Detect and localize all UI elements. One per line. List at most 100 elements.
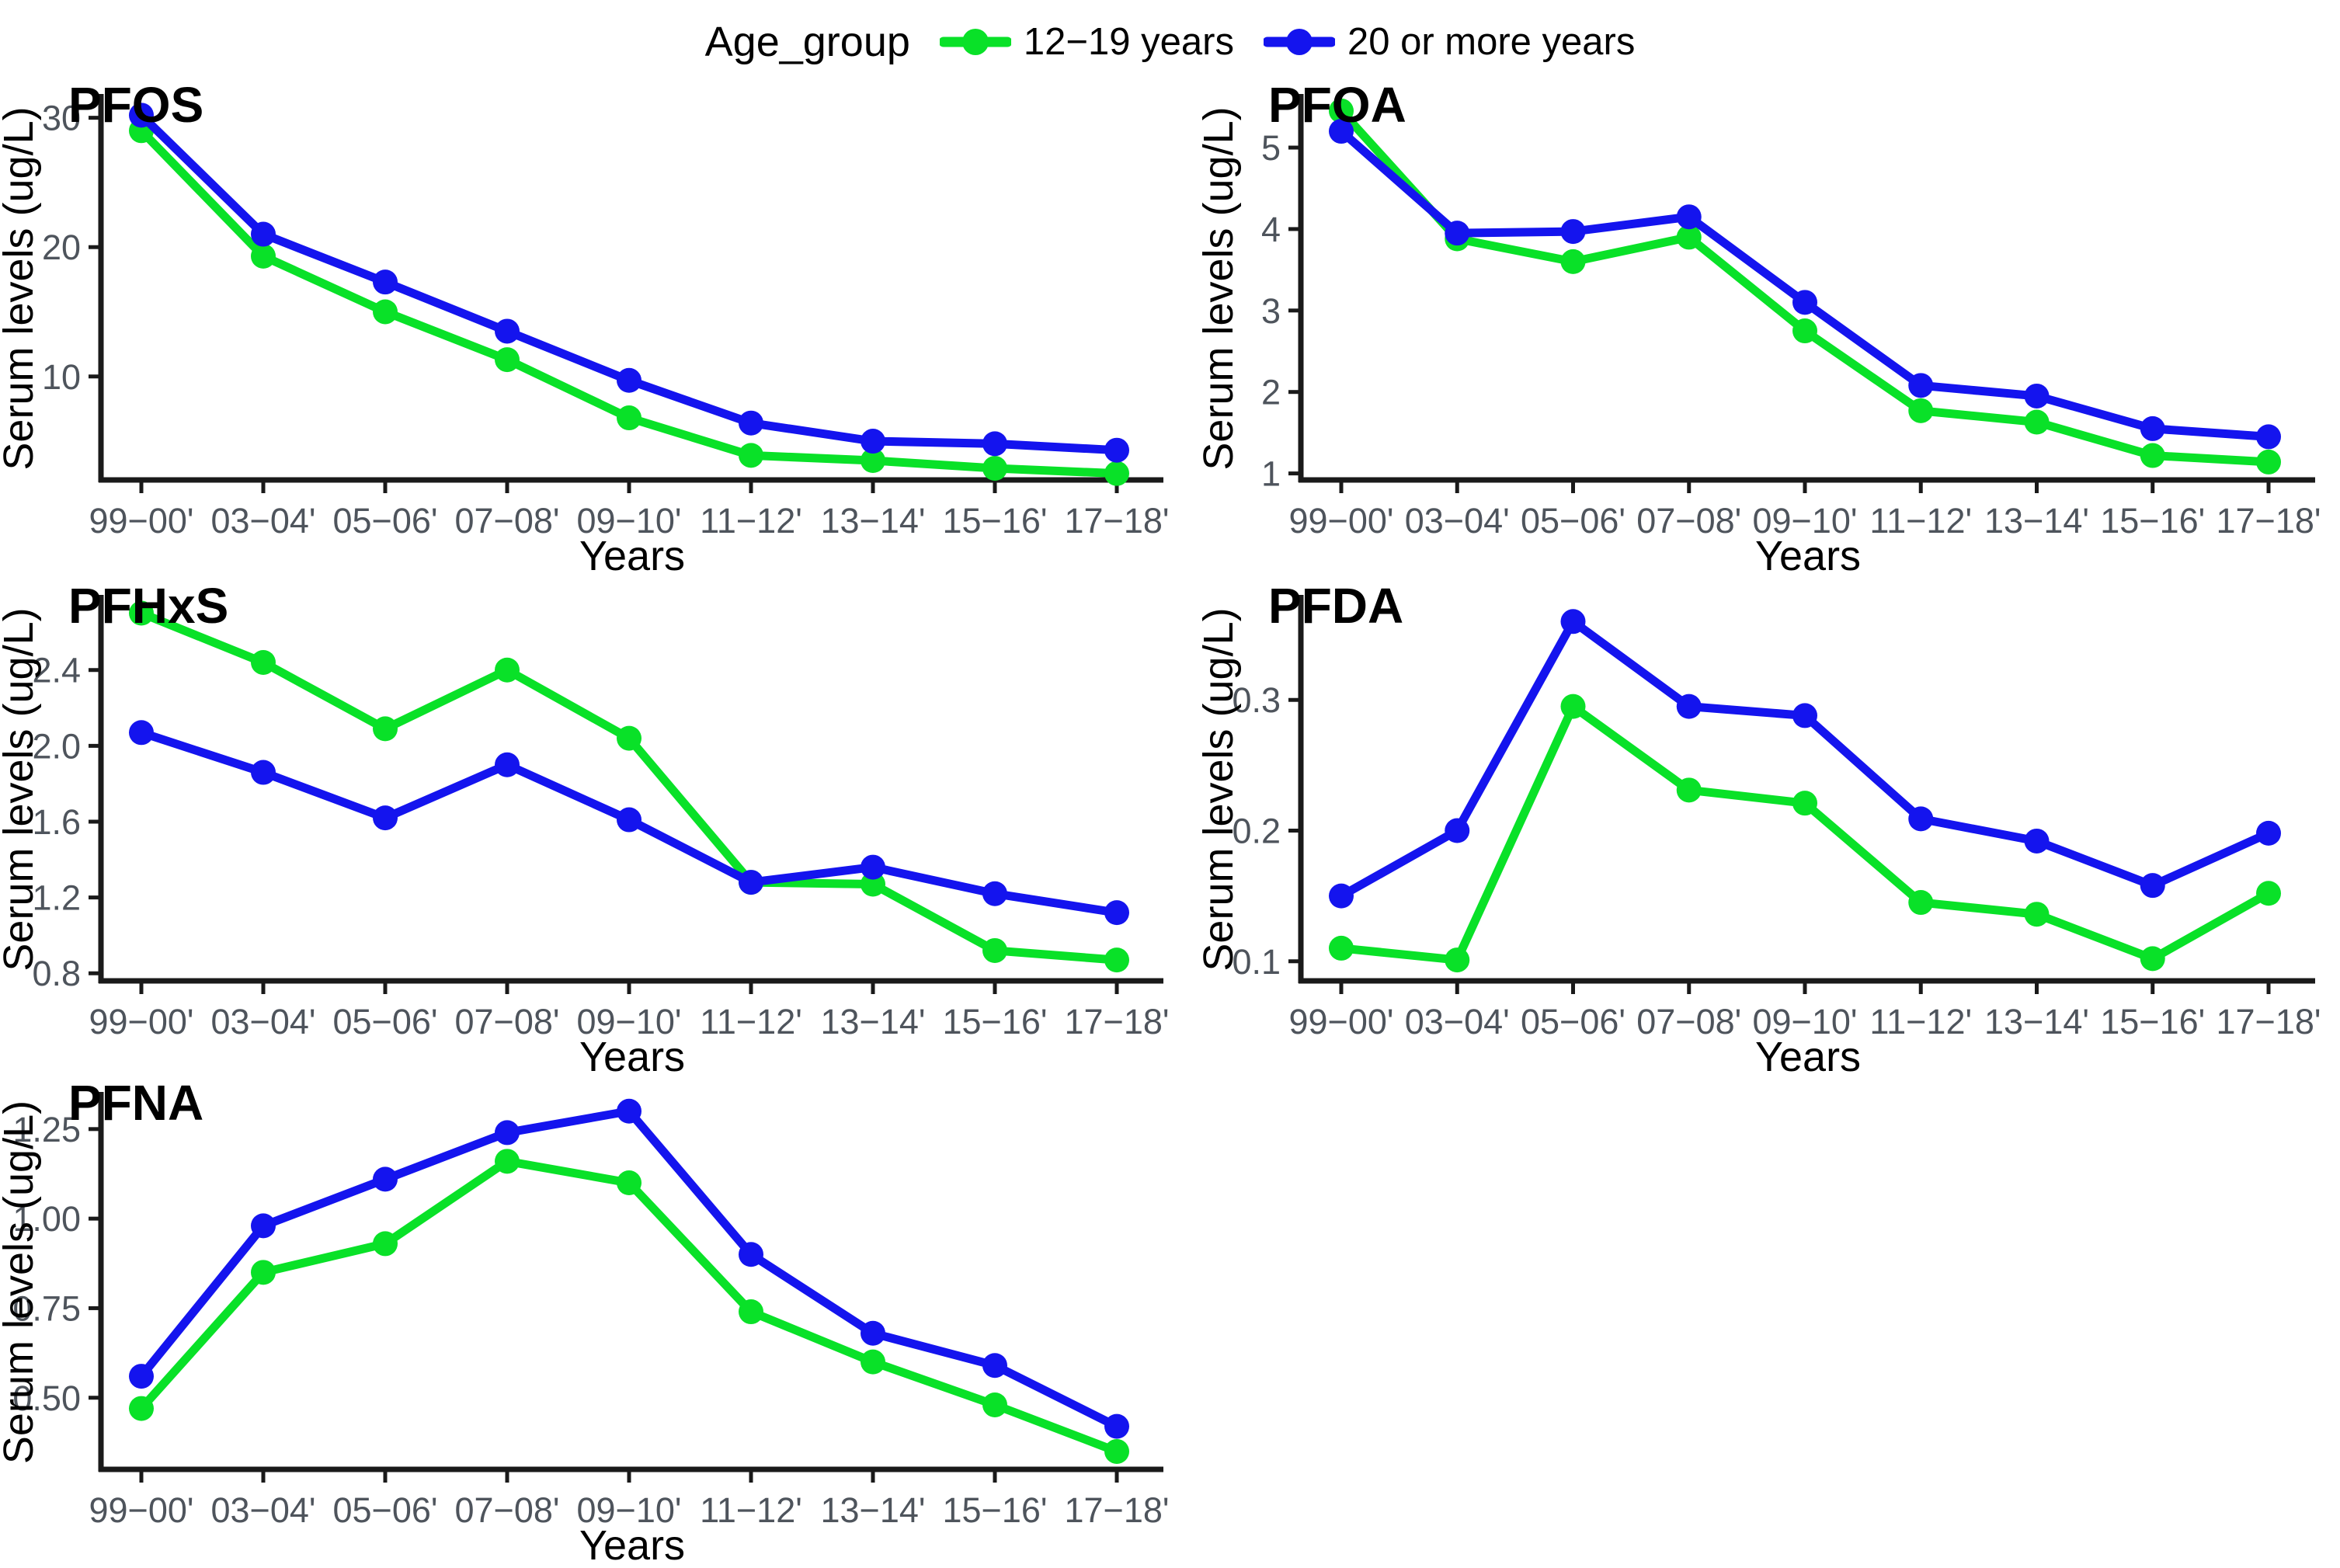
data-point-marker (495, 752, 520, 777)
data-point-marker (373, 1166, 398, 1192)
data-point-marker (2140, 873, 2165, 899)
data-point-marker (861, 854, 885, 880)
y-tick-label: 2.4 (32, 651, 81, 690)
data-point-marker (617, 405, 642, 431)
x-tick-label: 05−06' (333, 501, 438, 541)
data-point-marker (251, 221, 276, 247)
data-point-marker (1908, 373, 1934, 398)
chart-pfos: 10 20 30 99−00' 03−04' 05−06' 07−08' 09−10' 11−1… (0, 77, 1170, 579)
x-tick-label: 17−18' (2217, 501, 2321, 541)
y-tick-label: 1.00 (12, 1199, 81, 1239)
x-tick-label: 11−12' (700, 501, 802, 541)
y-tick-label: 5 (1261, 128, 1281, 168)
data-point-marker (495, 347, 520, 373)
data-point-marker (373, 716, 398, 742)
x-tick-label: 13−14' (1984, 1002, 2089, 1041)
x-tick-label: 09−10' (577, 1002, 682, 1041)
data-point-marker (251, 1213, 276, 1239)
data-point-marker (861, 429, 885, 454)
x-tick-label: 15−16' (943, 1002, 1048, 1041)
data-point-marker (861, 1349, 885, 1375)
data-point-marker (129, 103, 154, 128)
x-tick-label: 17−18' (1065, 1002, 1170, 1041)
y-tick-label: 2 (1261, 373, 1281, 412)
data-point-marker (861, 448, 885, 474)
x-tick-label: 15−16' (2100, 501, 2205, 541)
y-tick-label: 4 (1261, 210, 1281, 249)
data-point-marker (2024, 902, 2050, 927)
data-point-marker (251, 243, 276, 269)
y-tick-label: 1 (1261, 454, 1281, 494)
x-tick-label: 99−00' (89, 1002, 194, 1041)
data-point-marker (1329, 119, 1354, 144)
panel-title-pfna: PFNA (68, 1075, 203, 1131)
data-point-marker (982, 881, 1007, 906)
panel-title-pfda: PFDA (1268, 578, 1403, 634)
data-point-marker (617, 367, 642, 393)
panel-title-pfos: PFOS (68, 77, 203, 133)
data-point-marker (373, 269, 398, 295)
data-point-marker (739, 1242, 763, 1267)
data-point-marker (2140, 946, 2165, 972)
data-point-marker (1104, 947, 1129, 973)
y-tick-label: 30 (42, 99, 81, 138)
x-tick-label: 09−10' (1753, 1002, 1858, 1041)
data-point-marker (129, 720, 154, 746)
data-point-marker (1676, 777, 1702, 803)
x-tick-label: 07−08' (455, 1002, 560, 1041)
data-point-marker (2140, 415, 2165, 441)
chart-pfoa: 1 2 3 4 5 99−00' 03−04' 05−06' 07−08' 09−10' 11−12… (1195, 77, 2321, 579)
x-tick-label: 05−06' (1521, 501, 1625, 541)
x-tick-label: 15−16' (943, 501, 1048, 541)
x-tick-label: 15−16' (2100, 1002, 2205, 1041)
data-point-marker (1104, 461, 1129, 486)
y-tick-label: 0.3 (1232, 680, 1281, 720)
data-point-marker (1792, 318, 1817, 344)
data-point-marker (1104, 437, 1129, 463)
x-tick-label: 99−00' (1289, 1002, 1394, 1041)
y-tick-label: 2.0 (32, 726, 81, 766)
x-tick-label: 11−12' (1869, 1002, 1972, 1041)
legend-label-20-or-more-years: 20 or more years (1347, 21, 1636, 63)
data-point-marker (617, 1098, 642, 1124)
legend-key-blue-line-marker-icon (1263, 29, 1335, 55)
x-tick-label: 09−10' (577, 501, 682, 541)
y-tick-label: 1.6 (32, 802, 81, 842)
x-tick-label: 07−08' (1636, 501, 1741, 541)
data-point-marker (739, 443, 763, 468)
x-tick-label: 17−18' (1065, 501, 1170, 541)
data-point-marker (1104, 900, 1129, 926)
x-tick-label: 11−12' (700, 1002, 802, 1041)
data-point-marker (739, 1299, 763, 1325)
legend-title: Age_group (704, 19, 910, 65)
data-point-marker (1560, 249, 1586, 274)
data-point-marker (982, 937, 1007, 963)
x-axis-title: Years (1755, 533, 1861, 575)
data-point-marker (2140, 443, 2165, 468)
x-tick-label: 13−14' (821, 1490, 926, 1530)
data-point-marker (1676, 694, 1702, 719)
x-tick-label: 11−12' (1869, 501, 1972, 541)
y-axis-title: Serum levels (ug/L) (1200, 607, 1242, 971)
chart-pfhxs: 0.8 1.2 1.6 2.0 2.4 99−00' 03−04' 05−06' 07−08' 0… (0, 578, 1170, 1080)
x-tick-label: 13−14' (1984, 501, 2089, 541)
y-tick-label: 10 (42, 357, 81, 397)
x-axis-title: Years (579, 533, 685, 575)
series-line-12-19-years (137, 1156, 1121, 1456)
data-point-marker (2024, 383, 2050, 409)
data-point-marker (1676, 204, 1702, 230)
y-tick-label: 3 (1261, 291, 1281, 331)
data-point-marker (2024, 409, 2050, 435)
data-point-marker (982, 456, 1007, 482)
panel-title-pfhxs: PFHxS (68, 578, 228, 634)
x-tick-label: 03−04' (1405, 1002, 1510, 1041)
series-line-20-or-more-years (137, 110, 1121, 455)
data-point-marker (251, 649, 276, 675)
x-axis-title: Years (579, 1522, 685, 1564)
series-line-20-or-more-years (1337, 127, 2273, 441)
data-point-marker (495, 657, 520, 683)
x-tick-label: 03−04' (211, 1002, 316, 1041)
x-tick-label: 05−06' (333, 1490, 438, 1530)
data-point-marker (495, 1149, 520, 1174)
panel-pfhxs: 0.8 1.2 1.6 2.0 2.4 99−00' 03−04' 05−06' 07−08' 0… (0, 575, 1188, 1080)
